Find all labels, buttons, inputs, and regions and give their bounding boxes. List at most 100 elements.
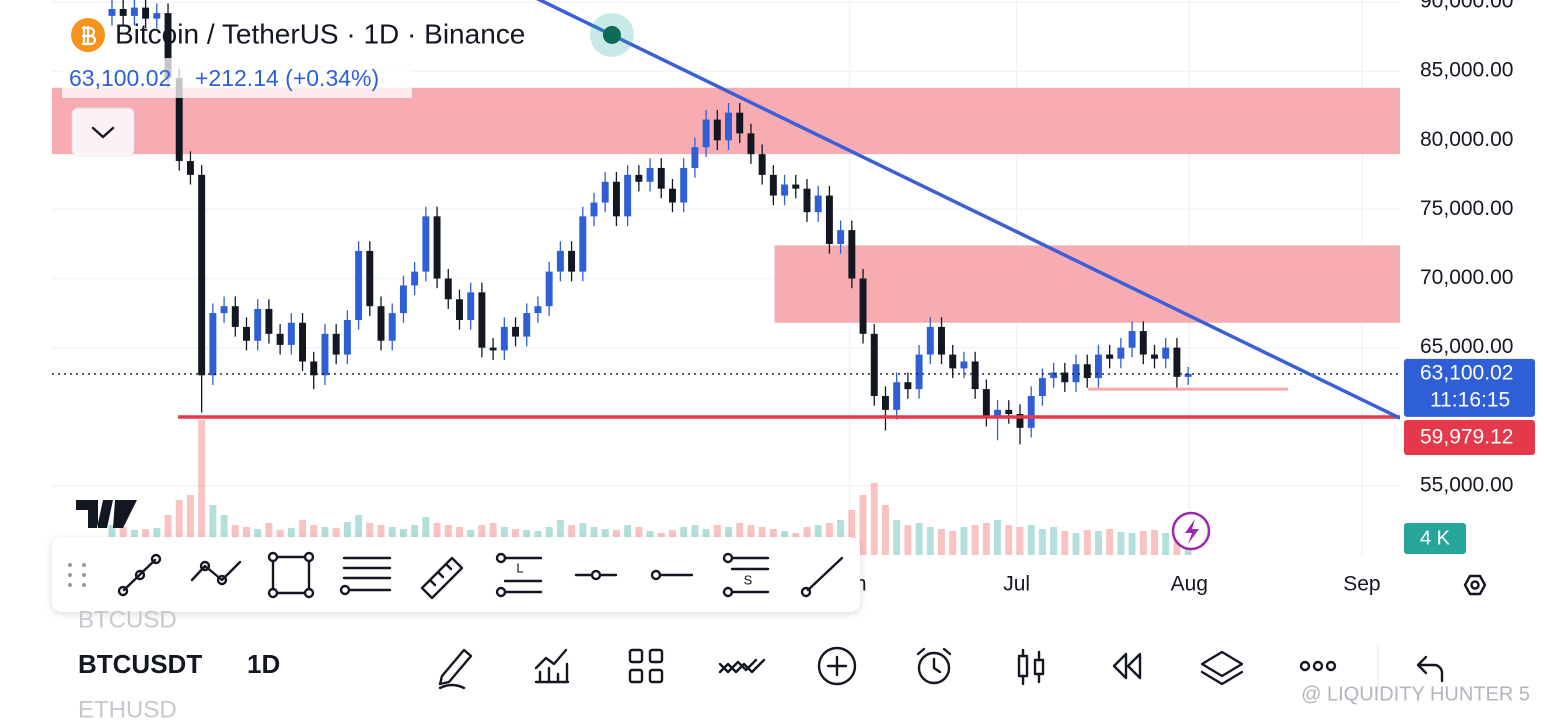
volume-bar xyxy=(186,495,194,555)
candle-body xyxy=(321,333,329,376)
candle-body xyxy=(366,250,374,307)
tv-logo xyxy=(76,500,137,528)
volume-bar xyxy=(175,500,183,555)
support-box xyxy=(1404,420,1535,456)
volume-bar xyxy=(1094,531,1102,555)
tool-path[interactable] xyxy=(190,560,242,586)
btn-chart-type[interactable] xyxy=(1017,648,1045,686)
btn-alert[interactable] xyxy=(916,647,952,685)
volume-bar xyxy=(1038,529,1046,555)
volume-bar xyxy=(1072,533,1080,555)
support-label: 59,979.12 xyxy=(1420,426,1513,449)
tool-hray[interactable] xyxy=(650,569,694,581)
header-bg xyxy=(62,58,412,98)
candle-body xyxy=(1038,378,1046,397)
candle-body xyxy=(467,292,475,321)
btn-layers[interactable] xyxy=(1200,650,1244,686)
candle-body xyxy=(1106,354,1114,359)
candle-body xyxy=(938,326,945,355)
candle-body xyxy=(758,154,766,175)
volume-bar xyxy=(1117,532,1125,555)
tool-fib[interactable] xyxy=(339,556,392,596)
candle-body xyxy=(489,347,497,351)
candle-body xyxy=(837,230,845,244)
btn-layout[interactable] xyxy=(628,648,664,684)
btn-replay[interactable] xyxy=(1112,652,1142,680)
candle-body xyxy=(1117,347,1125,359)
candle-body xyxy=(108,8,116,16)
candle-body xyxy=(960,361,968,369)
tool-hline[interactable] xyxy=(574,569,618,581)
symbol-next[interactable]: ETHUSD xyxy=(78,696,177,720)
btn-indicators[interactable] xyxy=(534,648,570,684)
candle-body xyxy=(1139,331,1147,355)
volume-bar xyxy=(938,529,945,555)
candle-body xyxy=(1050,372,1058,379)
tool-ruler[interactable] xyxy=(420,556,464,600)
candle-body xyxy=(893,382,901,410)
candle-body xyxy=(209,313,217,376)
candle-body xyxy=(377,306,385,341)
candle-body xyxy=(949,354,957,369)
btc-glyph xyxy=(82,26,97,46)
candle-body xyxy=(276,333,284,345)
candle-body xyxy=(971,361,979,390)
badge-box xyxy=(1404,523,1466,554)
btn-more[interactable] xyxy=(1299,660,1337,672)
drawing-toolbar: L S xyxy=(52,537,860,612)
volume-bar xyxy=(893,520,901,555)
candle-body xyxy=(579,216,587,272)
symbol-current[interactable]: BTCUSDT xyxy=(78,649,202,679)
candle-body xyxy=(556,250,564,272)
header-price: 63,100.02 xyxy=(69,65,171,91)
collapse-button[interactable] xyxy=(71,107,135,157)
axis-settings-dot xyxy=(1470,580,1480,590)
candle-body xyxy=(198,174,206,376)
candle-body xyxy=(825,195,833,244)
lightning xyxy=(1185,519,1199,544)
symbol-prev[interactable]: BTCUSD xyxy=(78,606,177,633)
last-price-label: 63,100.02 xyxy=(1420,361,1513,384)
last-price-box xyxy=(1404,358,1535,417)
interval[interactable]: 1D xyxy=(247,649,280,679)
candle-body xyxy=(725,112,732,141)
btn-undo[interactable] xyxy=(1416,655,1444,683)
header-change: +212.14 (+0.34%) xyxy=(195,65,379,91)
btn-compare[interactable] xyxy=(718,658,766,674)
volume-bar xyxy=(904,525,912,555)
tool-ray[interactable] xyxy=(800,556,844,598)
axis-settings[interactable] xyxy=(1463,574,1487,596)
chevron xyxy=(91,126,115,139)
candle-body xyxy=(164,13,172,79)
candle-body xyxy=(1128,331,1136,348)
candle-body xyxy=(186,161,194,175)
candle-body xyxy=(1016,414,1024,428)
tool-trendline[interactable] xyxy=(117,553,162,597)
bottom-bar: BTCUSD BTCUSDT 1D ETHUSD @ LIQUIDITY HUN… xyxy=(78,606,1530,720)
candle-body xyxy=(792,184,800,189)
btn-draw[interactable] xyxy=(438,648,473,690)
volume-bar xyxy=(198,420,206,555)
candle-body xyxy=(299,322,307,362)
candle-body xyxy=(231,306,239,327)
btn-add[interactable] xyxy=(817,646,857,686)
y-tick-label: 80,000.00 xyxy=(1420,128,1513,151)
candle-body xyxy=(534,306,542,314)
volume-bar xyxy=(209,505,217,555)
candle-body xyxy=(265,308,273,334)
volume-bar xyxy=(1005,525,1013,555)
symbol-title: Bitcoin / TetherUS · 1D · Binance xyxy=(115,18,525,49)
candle-body xyxy=(153,13,161,19)
trendline-anchor xyxy=(602,25,621,44)
volume-bar xyxy=(1139,531,1147,555)
tool-short[interactable] xyxy=(722,552,770,598)
candle-body xyxy=(680,167,688,203)
tool-letter: L xyxy=(516,560,523,575)
tool-long[interactable] xyxy=(495,552,543,598)
candle-body xyxy=(646,167,654,182)
candle-body xyxy=(332,333,340,355)
candle-body xyxy=(1173,347,1181,377)
tool-rectangle[interactable] xyxy=(267,551,315,599)
candle-body xyxy=(624,174,632,217)
